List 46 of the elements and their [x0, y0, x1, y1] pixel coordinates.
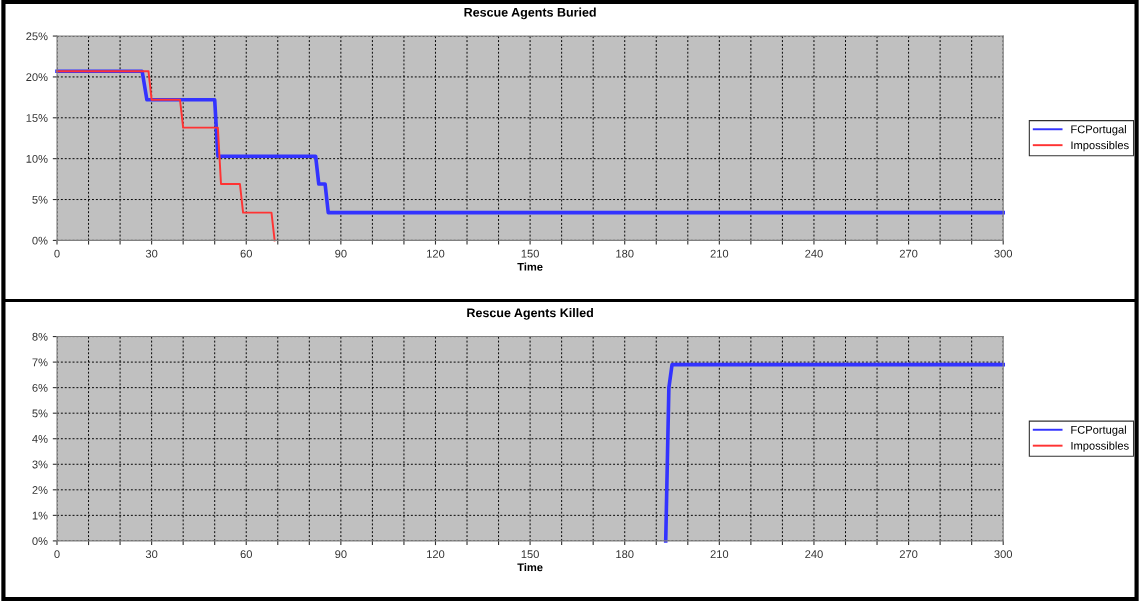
y-tick-label: 15%	[26, 114, 48, 122]
line-series	[56, 70, 276, 242]
x-tick-label: 60	[240, 249, 252, 258]
x-tick-label: 180	[616, 550, 634, 559]
x-tick-label: 30	[145, 249, 158, 258]
y-tick-label: 20%	[26, 73, 48, 82]
x-tick-label: 240	[805, 249, 823, 258]
y-tick-label: 8%	[32, 332, 48, 341]
y-tick-label: 25%	[26, 32, 48, 41]
x-tick-label: 270	[899, 550, 918, 559]
x-tick-label: 240	[805, 550, 823, 559]
y-tick-label: 0%	[32, 236, 48, 245]
x-tick-label: 90	[335, 550, 347, 559]
chart-title: Rescue Agents Buried	[464, 7, 596, 20]
x-tick-label: 120	[427, 550, 445, 559]
y-tick-label: 6%	[32, 383, 48, 392]
x-tick-label: 300	[994, 550, 1013, 559]
y-tick-label: 5%	[32, 409, 48, 418]
x-tick-label: 0	[54, 249, 60, 258]
x-tick-label: 150	[521, 249, 539, 258]
x-tick-label: 210	[710, 249, 729, 258]
x-tick-label: 60	[240, 550, 252, 559]
x-tick-label: 120	[427, 249, 445, 258]
x-axis-title: Time	[517, 563, 543, 572]
legend-label: Impossibles	[1071, 441, 1129, 452]
y-tick-label: 0%	[32, 537, 48, 546]
x-tick-label: 0	[54, 550, 60, 559]
legend-label: FCPortugal	[1071, 425, 1126, 436]
legend-label: Impossibles	[1071, 141, 1129, 152]
x-tick-label: 210	[710, 550, 729, 559]
x-tick-label: 180	[616, 249, 634, 258]
x-tick-label: 150	[521, 550, 539, 559]
y-tick-label: 10%	[26, 154, 48, 163]
y-tick-label: 1%	[32, 511, 48, 520]
x-tick-label: 270	[899, 249, 918, 258]
chart-title: Rescue Agents Killed	[467, 308, 593, 320]
y-tick-label: 2%	[32, 486, 48, 494]
x-axis-title: Time	[517, 262, 543, 271]
y-tick-label: 7%	[32, 358, 48, 367]
x-tick-label: 90	[335, 249, 347, 258]
y-tick-label: 3%	[32, 460, 48, 469]
y-tick-label: 4%	[32, 435, 48, 443]
x-tick-label: 300	[994, 249, 1013, 258]
y-tick-label: 5%	[32, 195, 48, 204]
legend-label: FCPortugal	[1071, 125, 1126, 136]
x-tick-label: 30	[145, 550, 158, 559]
